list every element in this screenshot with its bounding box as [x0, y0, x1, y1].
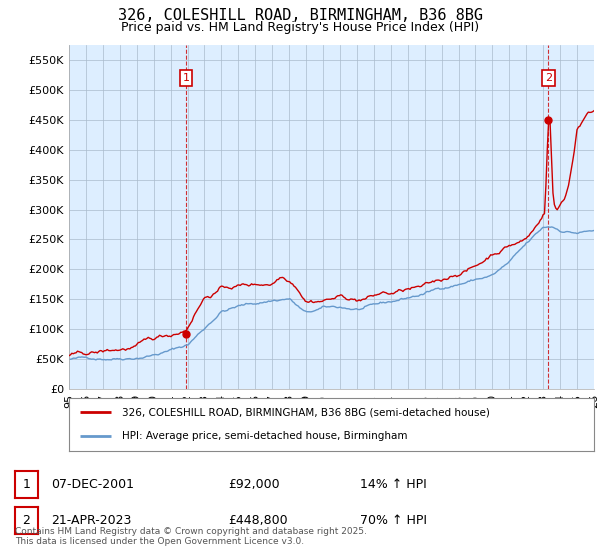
Text: 1: 1	[22, 478, 31, 491]
Text: 70% ↑ HPI: 70% ↑ HPI	[360, 514, 427, 528]
Text: 1: 1	[182, 73, 190, 83]
Text: £92,000: £92,000	[228, 478, 280, 491]
Text: 2: 2	[22, 514, 31, 528]
Text: Price paid vs. HM Land Registry's House Price Index (HPI): Price paid vs. HM Land Registry's House …	[121, 21, 479, 34]
Text: 07-DEC-2001: 07-DEC-2001	[51, 478, 134, 491]
Text: £448,800: £448,800	[228, 514, 287, 528]
Text: 14% ↑ HPI: 14% ↑ HPI	[360, 478, 427, 491]
Text: 2: 2	[545, 73, 552, 83]
Text: Contains HM Land Registry data © Crown copyright and database right 2025.
This d: Contains HM Land Registry data © Crown c…	[15, 526, 367, 546]
Text: HPI: Average price, semi-detached house, Birmingham: HPI: Average price, semi-detached house,…	[121, 431, 407, 441]
Text: 21-APR-2023: 21-APR-2023	[51, 514, 131, 528]
Text: 326, COLESHILL ROAD, BIRMINGHAM, B36 8BG (semi-detached house): 326, COLESHILL ROAD, BIRMINGHAM, B36 8BG…	[121, 408, 490, 418]
Text: 326, COLESHILL ROAD, BIRMINGHAM, B36 8BG: 326, COLESHILL ROAD, BIRMINGHAM, B36 8BG	[118, 8, 482, 24]
